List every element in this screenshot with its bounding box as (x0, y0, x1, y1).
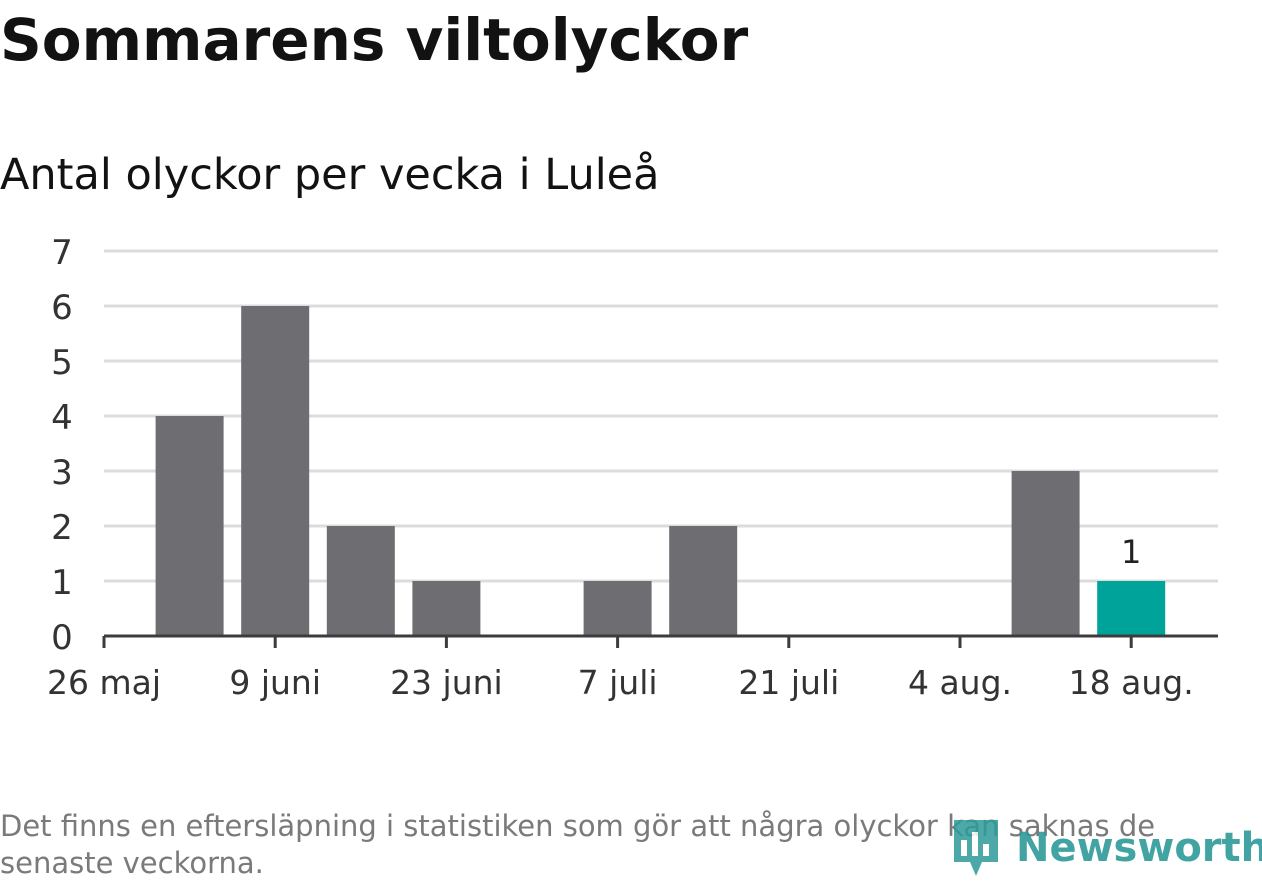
highlight-bar (1097, 581, 1166, 636)
bar (583, 581, 652, 636)
x-tick-label: 21 juli (738, 663, 839, 702)
x-tick-label: 26 maj (47, 663, 161, 702)
data-labels: 1 (1118, 530, 1144, 574)
y-tick-label: 6 (51, 288, 73, 328)
bar (1011, 471, 1080, 636)
newsworthy-logo: Newsworthy (952, 815, 1262, 881)
bars (155, 306, 1166, 636)
x-tick-label: 18 aug. (1069, 663, 1194, 702)
y-axis-labels: 0 1 2 3 4 5 6 7 (51, 233, 73, 658)
y-tick-label: 1 (51, 563, 73, 603)
bar (241, 306, 310, 636)
x-axis-labels: 26 maj 9 juni 23 juni 7 juli 21 juli 4 aug. 18… (47, 663, 1194, 702)
y-tick-label: 4 (51, 398, 73, 438)
x-tick-label: 9 juni (229, 663, 321, 702)
data-label: 1 (1121, 533, 1141, 571)
x-tick-label: 4 aug. (908, 663, 1012, 702)
x-tick-label: 7 juli (578, 663, 658, 702)
bar (155, 416, 224, 636)
y-tick-label: 0 (51, 618, 73, 658)
newsworthy-logo-icon (954, 820, 998, 876)
bar (326, 526, 395, 636)
x-tick-label: 23 juni (390, 663, 503, 702)
chart-title: Sommarens viltolyckor (0, 6, 749, 74)
y-tick-label: 5 (51, 343, 73, 383)
y-tick-label: 3 (51, 453, 73, 493)
chart-subtitle: Antal olyckor per vecka i Luleå (0, 150, 660, 200)
x-axis (102, 634, 1218, 648)
y-tick-label: 7 (51, 233, 73, 273)
bar (412, 581, 481, 636)
logo-text: Newsworthy (1016, 825, 1262, 871)
y-tick-label: 2 (51, 508, 73, 548)
bar (669, 526, 738, 636)
